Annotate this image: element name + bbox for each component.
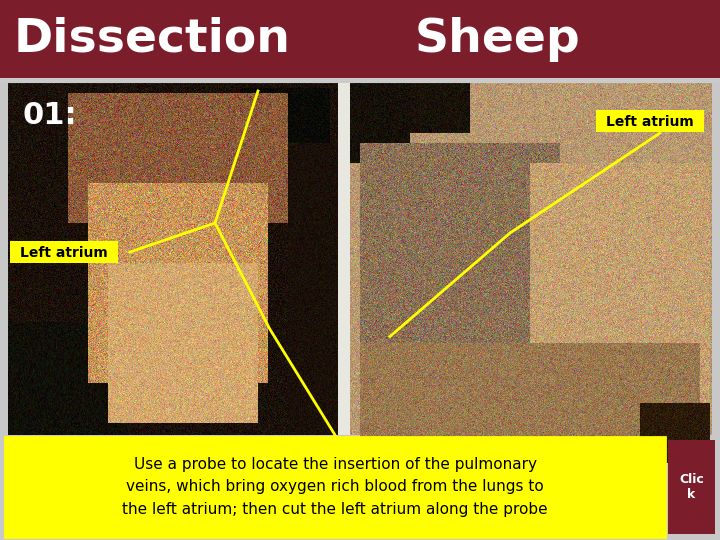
Text: Left atrium: Left atrium	[606, 115, 694, 129]
Text: 01:: 01:	[22, 101, 76, 130]
Text: Sheep: Sheep	[415, 17, 581, 62]
Text: Use a probe to locate the insertion of the pulmonary
veins, which bring oxygen r: Use a probe to locate the insertion of t…	[122, 457, 548, 517]
Text: Clic
k: Clic k	[679, 473, 704, 501]
Text: Dissection: Dissection	[14, 17, 291, 62]
Bar	[596, 110, 704, 132]
Bar	[0, 0, 720, 78]
Bar	[668, 440, 715, 534]
Bar	[338, 83, 350, 435]
Bar	[10, 241, 118, 263]
Bar	[5, 437, 665, 537]
Text: Left atrium: Left atrium	[20, 246, 108, 260]
